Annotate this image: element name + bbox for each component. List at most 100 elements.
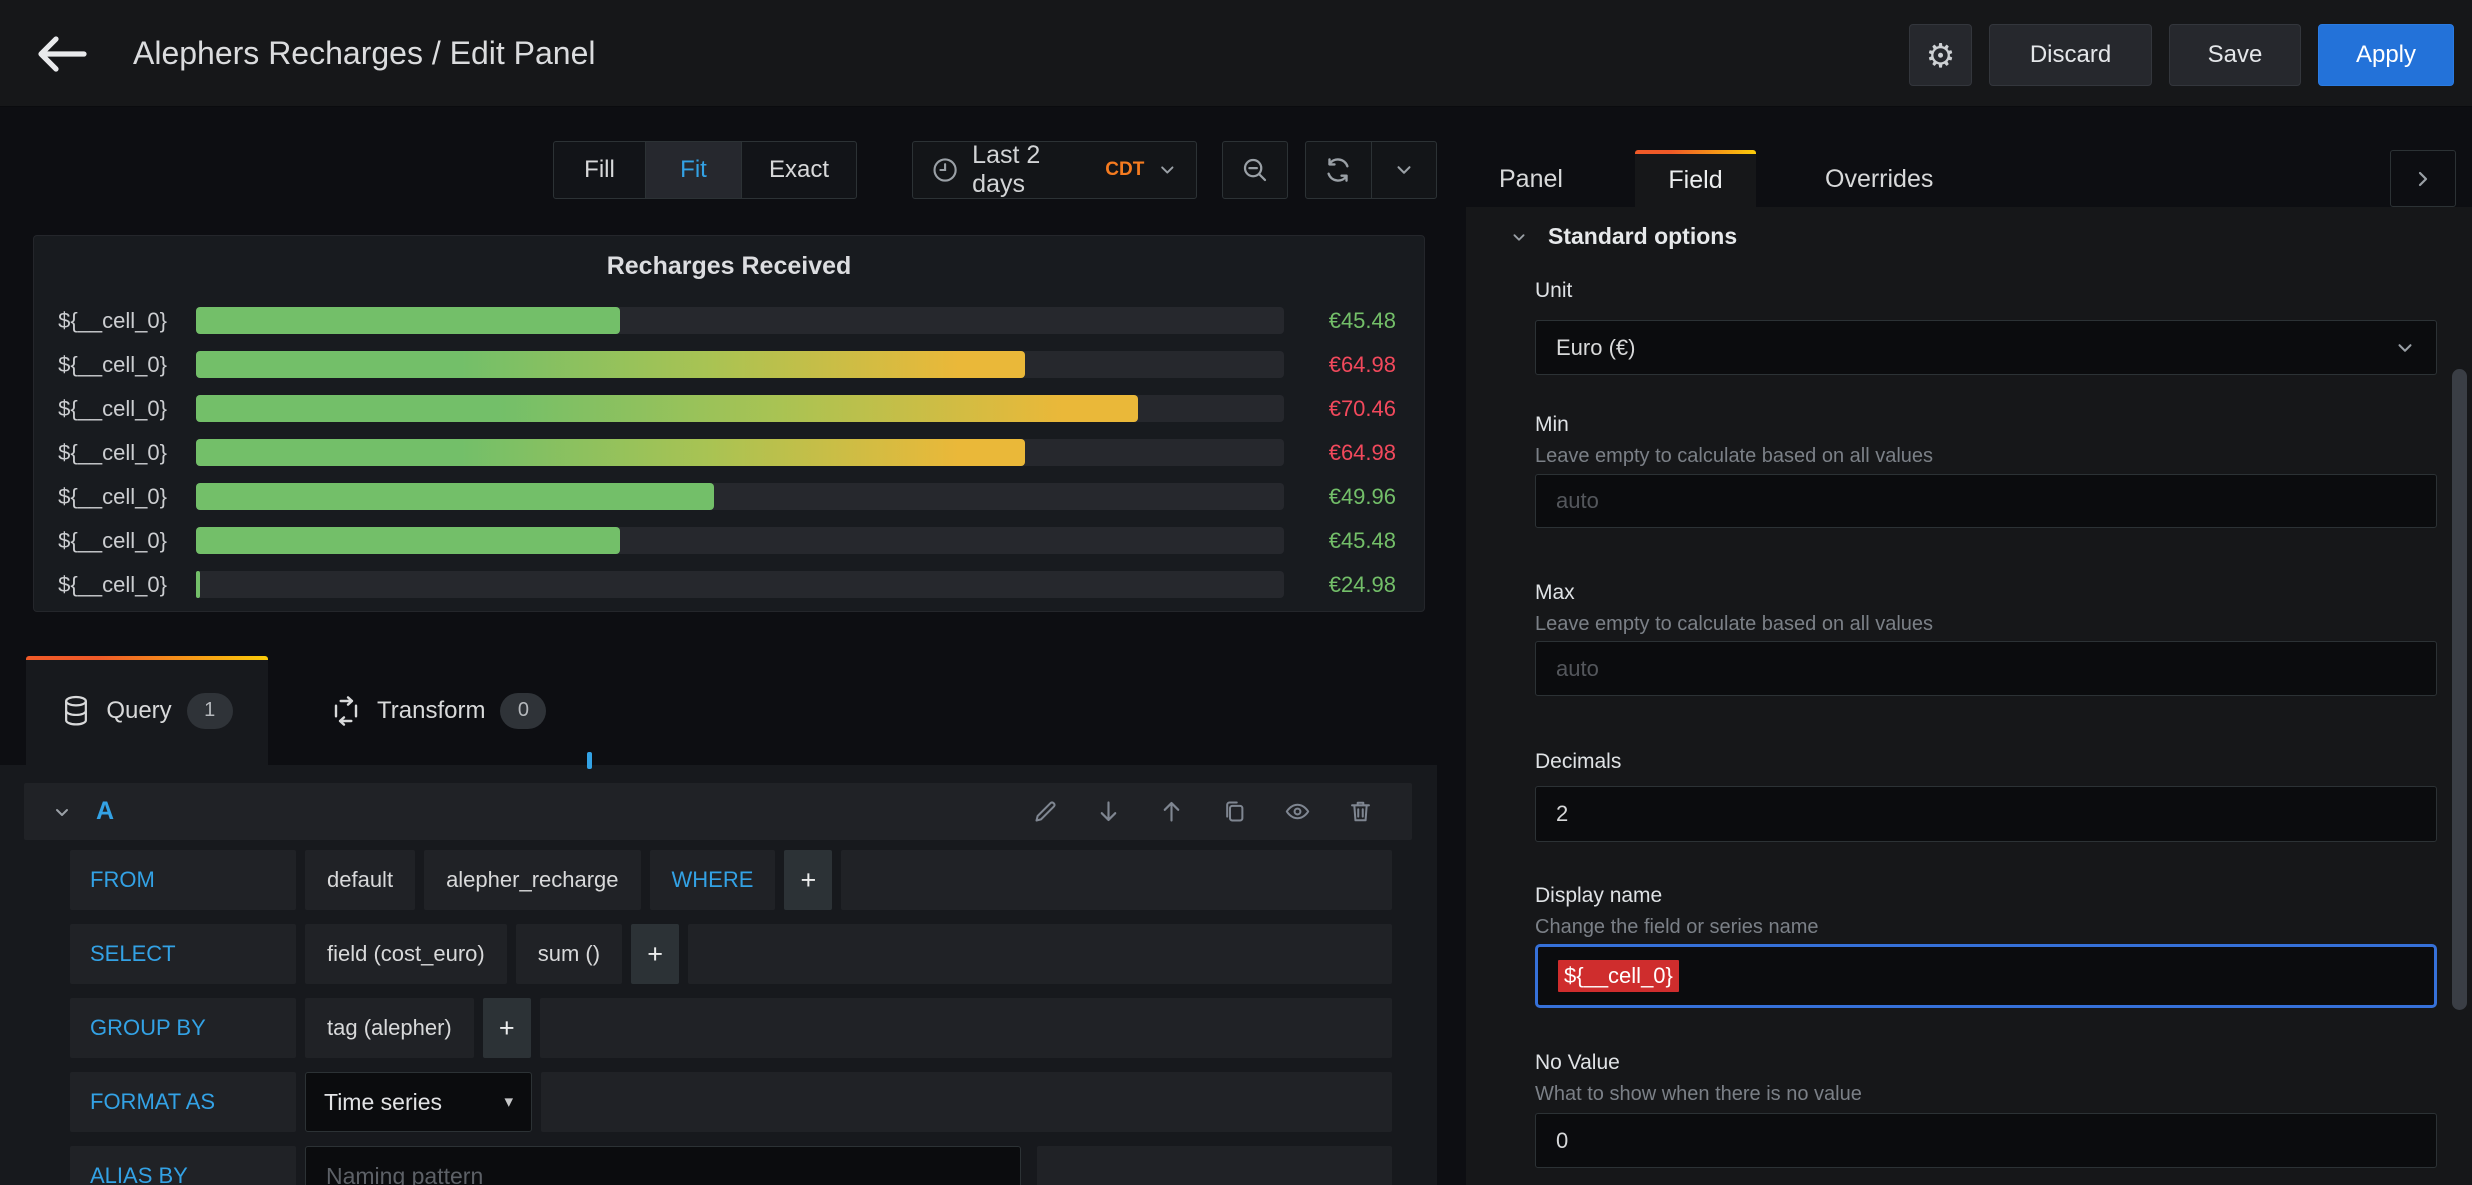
display-name-input[interactable]: ${__cell_0} bbox=[1535, 944, 2437, 1008]
bar-label: ${__cell_0} bbox=[58, 439, 167, 465]
query-keyword-group-by[interactable]: GROUP BY bbox=[70, 998, 296, 1058]
min-desc: Leave empty to calculate based on all va… bbox=[1535, 445, 1934, 467]
move-up-icon[interactable] bbox=[1158, 798, 1185, 825]
standard-options-section-header[interactable]: Standard options bbox=[1508, 223, 1737, 250]
bar-label: ${__cell_0} bbox=[58, 395, 167, 421]
chevron-right-icon bbox=[2418, 171, 2428, 186]
add-segment-button[interactable]: + bbox=[784, 850, 833, 910]
database-icon bbox=[65, 695, 88, 726]
display-mode-fill[interactable]: Fill bbox=[554, 142, 646, 198]
panel-header-title[interactable]: Recharges Received bbox=[606, 252, 852, 280]
transform-count-badge: 0 bbox=[500, 692, 547, 729]
refresh-interval-dropdown[interactable] bbox=[1372, 142, 1437, 198]
collapse-chevron-icon[interactable] bbox=[50, 800, 74, 824]
query-builder-row: GROUP BY tag (alepher) + bbox=[70, 998, 1392, 1058]
bar-value: €64.98 bbox=[1328, 439, 1396, 465]
query-keyword-format-as[interactable]: FORMAT AS bbox=[70, 1072, 296, 1132]
row-fill-segment bbox=[1037, 1146, 1392, 1185]
query-segment[interactable]: WHERE bbox=[649, 850, 776, 910]
bar-fill bbox=[196, 351, 1026, 378]
collapse-pane-button[interactable] bbox=[2390, 150, 2456, 207]
alias-by-placeholder: Naming pattern bbox=[326, 1162, 484, 1185]
time-zoom-out-button[interactable] bbox=[1222, 141, 1288, 199]
tab-overrides[interactable]: Overrides bbox=[1825, 165, 1934, 193]
discard-button[interactable]: Discard bbox=[1989, 24, 2152, 86]
query-segment[interactable]: sum () bbox=[515, 924, 623, 984]
display-mode-exact[interactable]: Exact bbox=[768, 156, 830, 183]
query-keyword-select[interactable]: SELECT bbox=[70, 924, 296, 984]
tab-panel[interactable]: Panel bbox=[1499, 165, 1563, 193]
add-segment-button[interactable]: + bbox=[631, 924, 680, 984]
bar-value: €49.96 bbox=[1328, 483, 1396, 509]
max-desc: Leave empty to calculate based on all va… bbox=[1535, 613, 1934, 635]
query-keyword-alias-by[interactable]: ALIAS BY bbox=[70, 1146, 296, 1185]
query-row-header[interactable]: A bbox=[24, 783, 1412, 840]
bar-track bbox=[196, 527, 1284, 554]
query-ref-id: A bbox=[96, 797, 115, 825]
back-button[interactable] bbox=[36, 34, 88, 74]
top-bar: Alephers Recharges / Edit Panel ⚙ Discar… bbox=[0, 0, 2472, 107]
bar-track bbox=[196, 307, 1284, 334]
bar-track bbox=[196, 395, 1284, 422]
apply-button[interactable]: Apply bbox=[2318, 24, 2454, 86]
chevron-down-icon bbox=[2398, 343, 2412, 352]
eye-icon[interactable] bbox=[1284, 798, 1311, 825]
move-down-icon[interactable] bbox=[1095, 798, 1122, 825]
decimals-value: 2 bbox=[1556, 801, 1569, 826]
save-button[interactable]: Save bbox=[2169, 24, 2301, 86]
bar-label: ${__cell_0} bbox=[58, 527, 167, 553]
query-keyword-from[interactable]: FROM bbox=[70, 850, 296, 910]
query-segment[interactable]: alepher_recharge bbox=[424, 850, 641, 910]
bar-fill bbox=[196, 527, 621, 554]
unit-select[interactable]: Euro (€) bbox=[1535, 320, 2437, 375]
clock-icon bbox=[933, 158, 957, 182]
tab-query[interactable]: Query 1 bbox=[26, 656, 268, 765]
no-value-label: No Value bbox=[1535, 1051, 1620, 1074]
tab-transform-label: Transform bbox=[377, 696, 486, 724]
min-input[interactable]: auto bbox=[1535, 474, 2437, 528]
query-builder-row: FORMAT AS Time series ▾ bbox=[70, 1072, 1392, 1132]
query-editor-panel: A FROM default alepher_recharge bbox=[0, 765, 1437, 1185]
row-fill-segment bbox=[541, 1072, 1392, 1132]
bar-value: €24.98 bbox=[1328, 571, 1396, 597]
bar-fill bbox=[196, 571, 200, 598]
bar-gauge-rows: ${__cell_0} €45.48 ${__cell_0} €64.98 ${__ce… bbox=[58, 307, 1396, 615]
bar-value: €70.46 bbox=[1328, 395, 1396, 421]
splitter-handle[interactable] bbox=[587, 752, 592, 769]
alias-by-input[interactable]: Naming pattern bbox=[305, 1146, 1021, 1185]
query-actions bbox=[1032, 798, 1412, 825]
query-segment[interactable]: tag (alepher) bbox=[305, 998, 474, 1058]
refresh-button[interactable] bbox=[1306, 142, 1372, 198]
zoom-out-icon bbox=[1243, 158, 1267, 182]
tab-field[interactable]: Field bbox=[1635, 150, 1756, 211]
trash-icon[interactable] bbox=[1347, 798, 1374, 825]
display-mode-toggle: Fill Fit Exact bbox=[553, 141, 857, 199]
bar-fill bbox=[196, 439, 1026, 466]
section-chevron-icon bbox=[1513, 233, 1525, 241]
min-label: Min bbox=[1535, 413, 1569, 436]
edit-pencil-icon[interactable] bbox=[1032, 798, 1059, 825]
time-range-picker[interactable]: Last 2 days CDT bbox=[912, 141, 1197, 199]
copy-icon[interactable] bbox=[1221, 798, 1248, 825]
display-mode-fit[interactable]: Fit bbox=[646, 142, 742, 198]
panel-settings-button[interactable]: ⚙ bbox=[1909, 24, 1972, 86]
unit-value: Euro (€) bbox=[1556, 334, 1636, 360]
add-segment-button[interactable]: + bbox=[482, 998, 531, 1058]
bar-row: ${__cell_0} €49.96 bbox=[58, 483, 1396, 510]
query-segment[interactable]: field (cost_euro) bbox=[305, 924, 507, 984]
format-as-select[interactable]: Time series ▾ bbox=[305, 1072, 532, 1132]
format-as-value: Time series bbox=[324, 1088, 442, 1115]
min-placeholder: auto bbox=[1556, 488, 1599, 513]
tab-transform[interactable]: Transform 0 bbox=[302, 656, 574, 765]
max-input[interactable]: auto bbox=[1535, 641, 2437, 696]
query-segment[interactable]: default bbox=[305, 850, 416, 910]
bar-track bbox=[196, 351, 1284, 378]
pane-scrollbar[interactable] bbox=[2452, 369, 2467, 1010]
decimals-input[interactable]: 2 bbox=[1535, 786, 2437, 842]
transform-icon bbox=[334, 695, 358, 726]
no-value-input[interactable]: 0 bbox=[1535, 1113, 2437, 1168]
bar-label: ${__cell_0} bbox=[58, 483, 167, 509]
refresh-button-group bbox=[1305, 141, 1437, 199]
gear-icon: ⚙ bbox=[1925, 36, 1956, 74]
query-count-badge: 1 bbox=[186, 692, 233, 729]
